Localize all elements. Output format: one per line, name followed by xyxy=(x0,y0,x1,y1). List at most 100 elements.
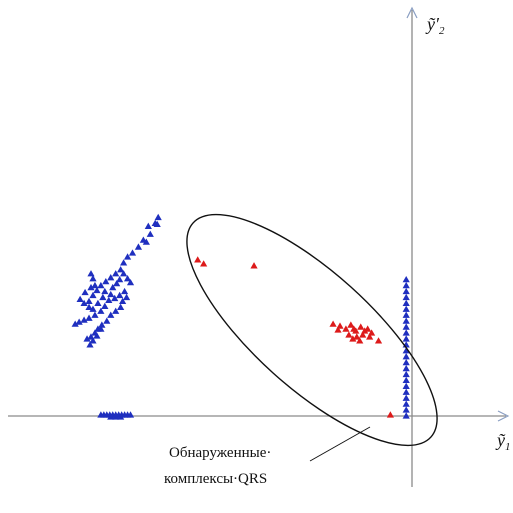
point-series1-11 xyxy=(93,286,101,294)
point-series1-49 xyxy=(87,283,95,291)
point-series1-94 xyxy=(402,364,410,372)
point-series2-22 xyxy=(386,411,394,418)
point-series1-98 xyxy=(402,388,410,395)
point-series1-82 xyxy=(402,293,410,301)
point-series2-19 xyxy=(374,337,383,344)
point-series1-85 xyxy=(402,311,410,318)
point-series1-7 xyxy=(112,270,120,277)
annotation-line-1: Обнаруженные· xyxy=(169,445,271,461)
point-series1-23 xyxy=(80,299,88,307)
point-series2-17 xyxy=(359,331,367,338)
point-series1-81 xyxy=(402,287,410,295)
x-axis-label: ỹ1 xyxy=(495,430,511,453)
point-series1-96 xyxy=(402,376,410,384)
point-series2-16 xyxy=(353,333,361,340)
point-series1-44 xyxy=(83,335,91,342)
point-series1-21 xyxy=(71,320,79,327)
point-series1-16 xyxy=(97,307,105,314)
point-series1-6 xyxy=(117,266,125,273)
point-series2-18 xyxy=(366,333,374,340)
y-axis-label-symbol: ỹ′ xyxy=(425,14,440,34)
point-series1-78 xyxy=(117,413,125,420)
point-series1-8 xyxy=(107,274,115,281)
point-series1-15 xyxy=(101,302,109,309)
y-axis-arrow-icon xyxy=(406,6,418,19)
y-axis-label-subscript: 2 xyxy=(439,25,445,37)
point-series1-40 xyxy=(98,321,106,328)
point-series1-37 xyxy=(111,294,119,302)
point-series1-30 xyxy=(113,279,121,287)
x-axis-label-symbol: ỹ xyxy=(495,430,506,450)
point-series1-24 xyxy=(85,303,93,310)
point-series2-15 xyxy=(345,331,353,338)
point-series1-84 xyxy=(402,305,410,312)
point-series1-28 xyxy=(101,287,109,295)
annotation-line-2: комплексы·QRS xyxy=(164,471,267,487)
point-series1-57 xyxy=(119,297,127,305)
point-series1-88 xyxy=(402,329,410,336)
point-series1-5 xyxy=(120,259,128,266)
detected-qrs-ellipse xyxy=(186,213,438,447)
point-series1-12 xyxy=(89,291,97,299)
point-series2-6 xyxy=(342,325,350,332)
point-series2-9 xyxy=(352,327,360,334)
point-series1-34 xyxy=(126,278,135,286)
point-series1-13 xyxy=(107,290,115,298)
point-series1-56 xyxy=(117,303,125,310)
point-series1-53 xyxy=(91,281,99,289)
point-series1-36 xyxy=(116,291,124,299)
point-series2-10 xyxy=(357,323,365,330)
point-series1-63 xyxy=(154,213,162,221)
point-series1-93 xyxy=(402,358,410,366)
x-axis-arrow-icon xyxy=(497,410,510,422)
point-series2-20 xyxy=(349,335,357,342)
point-series1-48 xyxy=(97,325,105,332)
point-series1-14 xyxy=(105,296,113,304)
point-series2-21 xyxy=(356,337,364,344)
point-series1-52 xyxy=(89,275,97,282)
point-series1-32 xyxy=(120,270,128,277)
point-series1-17 xyxy=(91,311,99,318)
point-series2-4 xyxy=(329,320,337,327)
data-points xyxy=(71,213,410,420)
point-series1-10 xyxy=(97,281,105,289)
point-series1-22 xyxy=(76,295,84,303)
point-series1-47 xyxy=(93,332,101,339)
point-series1-35 xyxy=(120,287,129,295)
point-series1-45 xyxy=(86,341,94,348)
point-series1-79 xyxy=(402,276,410,283)
point-series2-7 xyxy=(347,321,355,328)
point-series1-77 xyxy=(107,413,115,420)
point-series1-59 xyxy=(134,243,143,250)
point-series2-2 xyxy=(200,260,208,267)
axes xyxy=(8,6,510,487)
point-series1-91 xyxy=(402,347,410,354)
point-series1-31 xyxy=(116,276,124,283)
point-series1-100 xyxy=(402,400,410,407)
point-series1-80 xyxy=(402,281,410,289)
point-series1-95 xyxy=(402,370,410,378)
point-series1-101 xyxy=(402,406,410,413)
point-series1-54 xyxy=(85,297,93,305)
point-series2-3 xyxy=(250,262,258,269)
point-series2-12 xyxy=(364,325,372,332)
point-series2-1 xyxy=(194,256,202,263)
point-series1-46 xyxy=(89,337,97,344)
point-series1-18 xyxy=(85,314,93,321)
point-series1-39 xyxy=(103,317,111,324)
point-series1-51 xyxy=(87,270,95,277)
point-series1-25 xyxy=(89,305,97,312)
point-series1-33 xyxy=(123,275,132,282)
point-series1-20 xyxy=(75,318,83,325)
point-series1-9 xyxy=(102,277,110,285)
y-axis-label: ỹ′2 xyxy=(425,14,445,37)
point-series1-29 xyxy=(109,283,117,291)
point-series1-87 xyxy=(402,323,410,330)
point-series1-19 xyxy=(80,316,88,323)
point-series1-58 xyxy=(122,293,131,301)
point-series1-64 xyxy=(153,220,161,228)
point-series1-102 xyxy=(402,412,410,419)
point-series1-2 xyxy=(146,230,154,237)
point-series1-1 xyxy=(144,222,152,229)
